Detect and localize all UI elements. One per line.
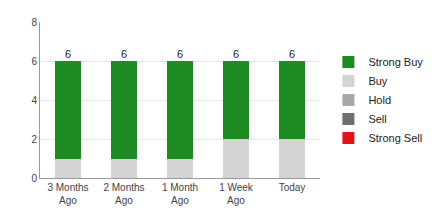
svg-text:4: 4 <box>31 95 37 106</box>
svg-text:Hold: Hold <box>368 94 391 106</box>
svg-text:Today: Today <box>279 182 306 193</box>
svg-text:0: 0 <box>31 173 37 184</box>
svg-text:Sell: Sell <box>368 113 386 125</box>
svg-text:8: 8 <box>31 17 37 28</box>
svg-text:Buy: Buy <box>368 75 387 87</box>
svg-text:3 MonthsAgo: 3 MonthsAgo <box>47 182 88 206</box>
svg-text:2: 2 <box>31 134 37 145</box>
svg-text:6: 6 <box>233 48 239 60</box>
svg-text:Strong Buy: Strong Buy <box>368 56 423 68</box>
svg-text:1 MonthAgo: 1 MonthAgo <box>162 182 198 206</box>
svg-text:2 MonthsAgo: 2 MonthsAgo <box>103 182 144 206</box>
svg-text:6: 6 <box>121 48 127 60</box>
svg-text:6: 6 <box>31 56 37 67</box>
svg-text:6: 6 <box>177 48 183 60</box>
svg-text:6: 6 <box>289 48 295 60</box>
svg-text:6: 6 <box>65 48 71 60</box>
svg-text:Strong Sell: Strong Sell <box>368 132 422 144</box>
svg-text:1 WeekAgo: 1 WeekAgo <box>219 182 254 206</box>
